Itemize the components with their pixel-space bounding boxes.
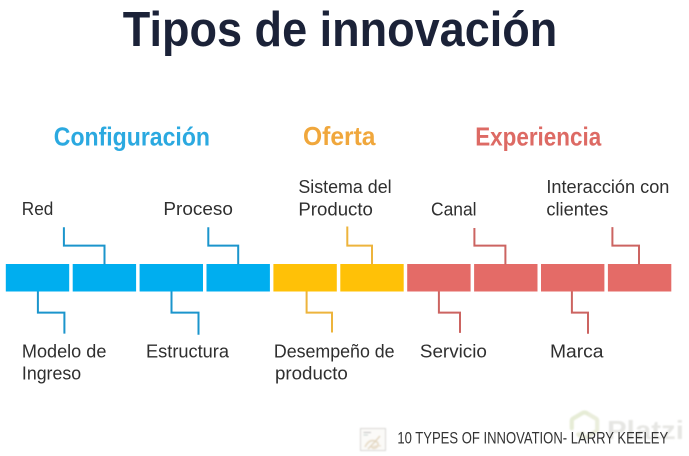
- svg-text:Servicio: Servicio: [420, 341, 487, 362]
- svg-text:Red: Red: [22, 198, 54, 219]
- svg-text:Estructura: Estructura: [146, 341, 230, 362]
- svg-text:Desempeño de: Desempeño de: [274, 341, 395, 362]
- svg-text:producto: producto: [275, 362, 348, 383]
- svg-text:10 TYPES OF INNOVATION- LARRY: 10 TYPES OF INNOVATION- LARRY KEELEY: [397, 429, 668, 448]
- svg-text:Marca: Marca: [550, 341, 604, 362]
- svg-text:Modelo de: Modelo de: [22, 341, 107, 362]
- svg-text:Canal: Canal: [431, 199, 477, 220]
- svg-text:Producto: Producto: [298, 199, 373, 220]
- svg-text:Tipos de innovación: Tipos de innovación: [123, 2, 558, 57]
- svg-text:clientes: clientes: [546, 199, 608, 220]
- svg-text:Oferta: Oferta: [303, 121, 376, 151]
- svg-text:Sistema del: Sistema del: [298, 176, 391, 197]
- svg-text:Platzi: Platzi: [607, 415, 684, 445]
- svg-text:Proceso: Proceso: [163, 198, 233, 219]
- svg-text:Ingreso: Ingreso: [22, 362, 81, 383]
- svg-text:Experiencia: Experiencia: [475, 121, 601, 151]
- svg-text:Interacción con: Interacción con: [546, 176, 669, 197]
- svg-text:Configuración: Configuración: [54, 122, 210, 152]
